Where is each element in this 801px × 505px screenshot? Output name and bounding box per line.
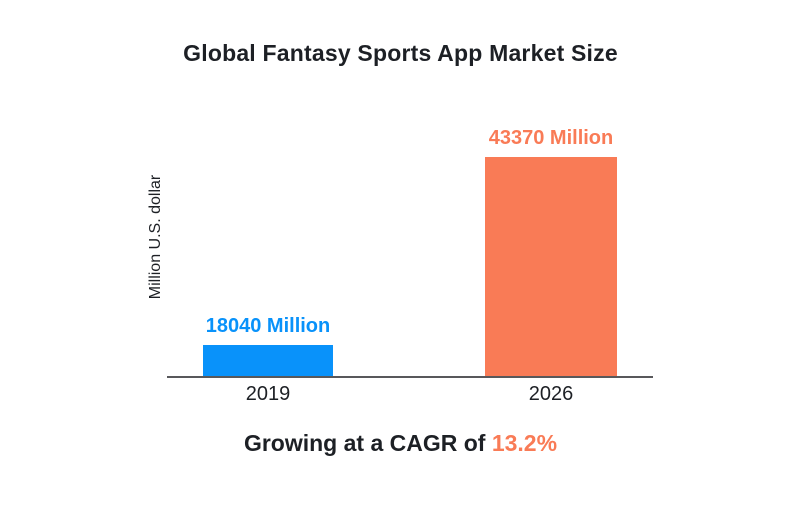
bar-group-2026: 43370 Million (485, 127, 617, 376)
cagr-caption: Growing at a CAGR of 13.2% (0, 430, 801, 457)
cagr-value: 13.2% (491, 430, 558, 456)
chart-title: Global Fantasy Sports App Market Size (183, 40, 618, 66)
cagr-caption-text: Growing at a CAGR of (243, 430, 492, 456)
tick-label-2019: 2019 (245, 383, 291, 405)
y-axis-label: Million U.S. dollar (147, 174, 164, 300)
value-label-2026: 43370 Million (488, 127, 614, 149)
x-axis-line (167, 376, 653, 378)
tick-label-2026: 2026 (528, 383, 574, 405)
bar-2026 (485, 157, 617, 376)
value-label-2019: 18040 Million (205, 315, 331, 337)
bar-group-2019: 18040 Million (203, 315, 333, 376)
bar-2019 (203, 345, 333, 376)
